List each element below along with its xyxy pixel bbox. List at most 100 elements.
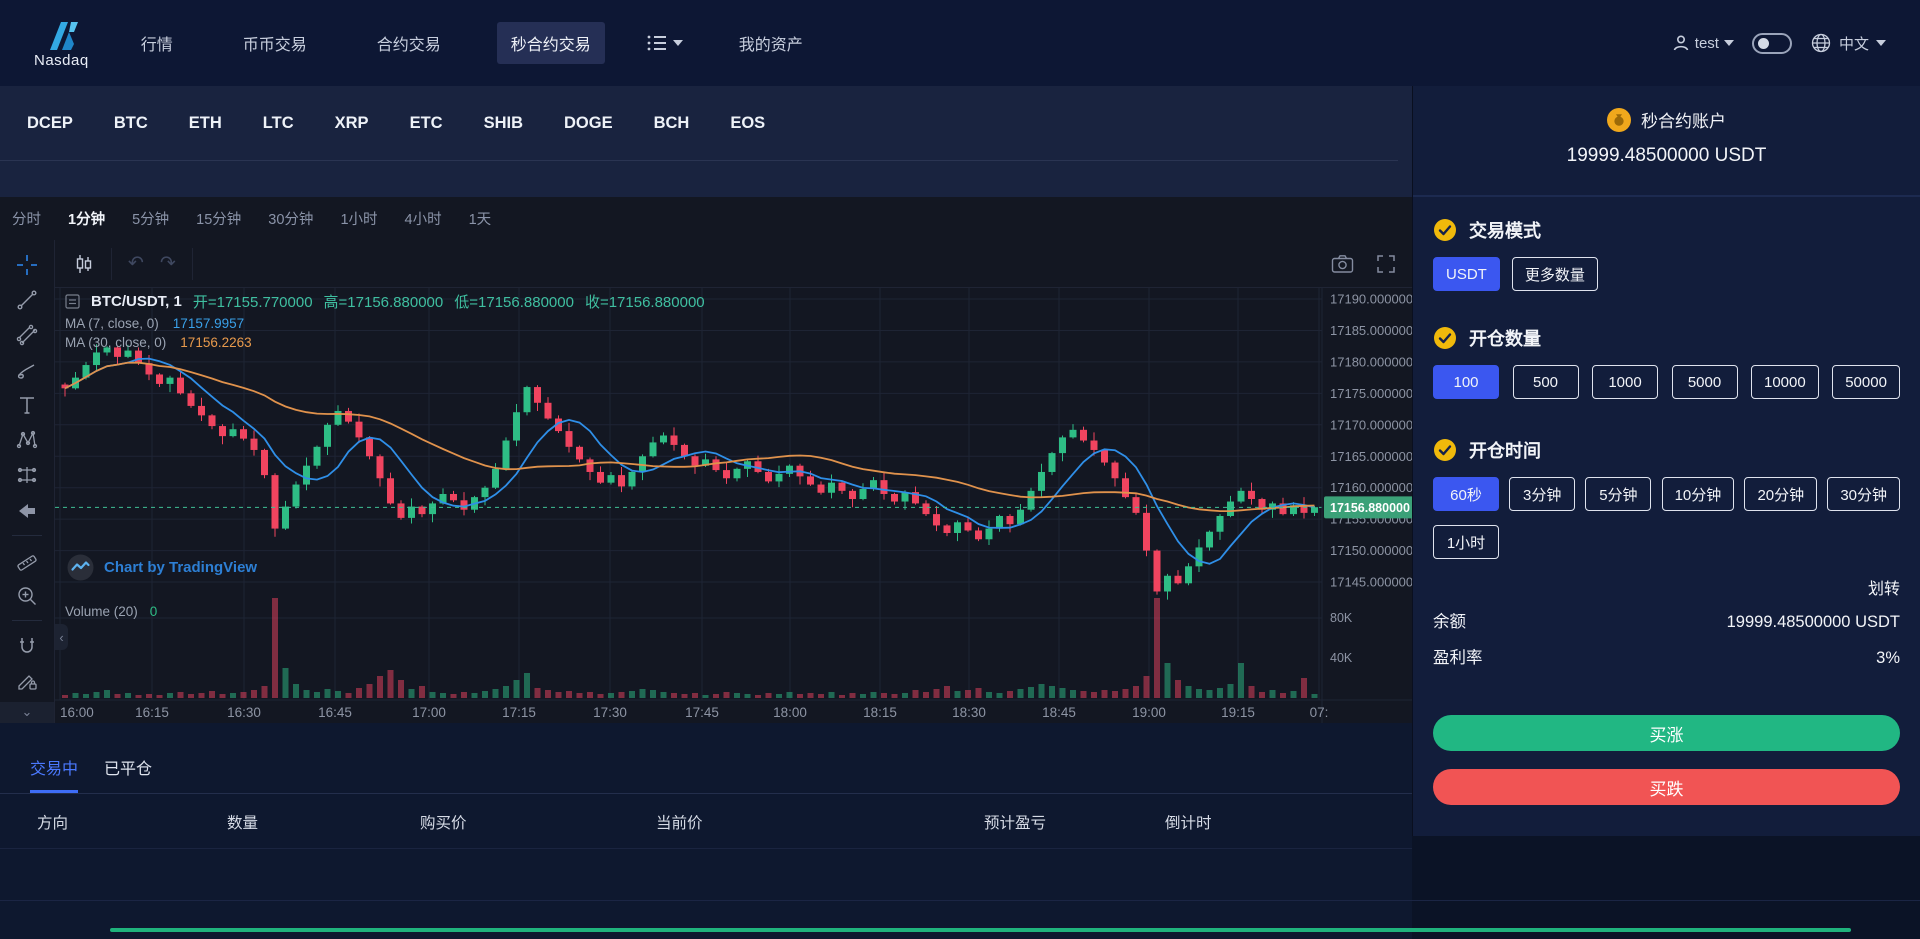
legend-open: 开=17155.770000 [192, 294, 313, 311]
chart-region: ⌄ [0, 240, 1412, 724]
mode-more-button[interactable]: 更多数量 [1511, 257, 1598, 291]
tf-4hour[interactable]: 4小时 [404, 212, 442, 228]
coin-tab-dcep[interactable]: DCEP [27, 113, 73, 132]
toolbar-collapse-handle[interactable]: ‹ [55, 624, 68, 650]
mode-options: USDT 更多数量 [1433, 257, 1900, 291]
time-20min-button[interactable]: 20分钟 [1744, 477, 1818, 511]
check-circle-icon [1433, 438, 1457, 462]
tf-1hour[interactable]: 1小时 [340, 212, 378, 228]
drawing-lock-icon[interactable] [12, 667, 42, 696]
toolbar-collapse-button[interactable]: ⌄ [0, 701, 54, 724]
chevron-down-icon: ⌄ [21, 704, 33, 720]
coin-tab-shib[interactable]: SHIB [483, 113, 523, 132]
col-buy-price: 购买价 [420, 815, 467, 832]
amount-100-button[interactable]: 100 [1433, 365, 1499, 399]
text-tool-icon[interactable] [12, 391, 42, 420]
candlestick-chart[interactable]: 17190.000000 17185.000000 17180.000000 1717… [55, 288, 1412, 723]
language-menu[interactable]: 中文 [1810, 32, 1886, 54]
profit-rate-label: 盈利率 [1433, 649, 1483, 667]
account-title: 秒合约账户 [1641, 112, 1726, 131]
svg-text:19:15: 19:15 [1221, 705, 1255, 720]
col-amount: 数量 [227, 815, 259, 832]
tab-closed[interactable]: 已平仓 [104, 761, 153, 778]
candle-style-button[interactable] [73, 253, 95, 275]
tf-5min[interactable]: 5分钟 [132, 212, 170, 228]
nav-item-markets[interactable]: 行情 [140, 37, 173, 54]
horizontal-scrollbar[interactable] [110, 928, 1851, 932]
chart-canvas[interactable]: 17190.000000 17185.000000 17180.000000 1717… [55, 288, 1412, 723]
globe-icon [1810, 32, 1832, 54]
coin-strip: DCEP BTC ETH LTC XRP ETC SHIB DOGE BCH E… [0, 86, 1412, 197]
time-30min-button[interactable]: 30分钟 [1827, 477, 1900, 511]
svg-text:18:15: 18:15 [863, 705, 897, 720]
volume-value: 0 [149, 604, 158, 619]
coin-tab-ltc[interactable]: LTC [262, 113, 294, 132]
time-60s-button[interactable]: 60秒 [1433, 477, 1499, 511]
svg-text:18:30: 18:30 [952, 705, 986, 720]
brush-tool-icon[interactable] [12, 355, 42, 384]
nav-more-menu[interactable] [647, 35, 683, 51]
theme-toggle[interactable] [1751, 32, 1792, 54]
coin-tab-eth[interactable]: ETH [188, 113, 222, 132]
amount-50000-button[interactable]: 50000 [1832, 365, 1900, 399]
ma7-value: 17157.9957 [172, 316, 245, 331]
amount-500-button[interactable]: 500 [1512, 365, 1579, 399]
pattern-tool-icon[interactable] [12, 426, 42, 455]
coin-tabs: DCEP BTC ETH LTC XRP ETC SHIB DOGE BCH E… [0, 86, 1412, 160]
coin-tab-doge[interactable]: DOGE [563, 113, 613, 132]
forecast-tool-icon[interactable] [12, 461, 42, 490]
pitchfork-tool-icon[interactable] [12, 320, 42, 349]
amount-5000-button[interactable]: 5000 [1671, 365, 1738, 399]
logo[interactable]: Nasdaq [34, 18, 89, 69]
nav-item-second-contract[interactable]: 秒合约交易 [496, 22, 605, 64]
nav-item-assets[interactable]: 我的资产 [738, 37, 803, 54]
tf-1min[interactable]: 1分钟 [68, 212, 106, 228]
crosshair-tool-icon[interactable] [12, 250, 42, 279]
ma30-value: 17156.2263 [180, 335, 252, 350]
time-options-row1: 60秒 3分钟 5分钟 10分钟 20分钟 30分钟 [1433, 477, 1900, 511]
ma7-label: MA (7, close, 0) [65, 316, 159, 331]
volume-label: Volume (20) [65, 604, 138, 619]
redo-button[interactable]: ↷ [159, 253, 176, 274]
coin-tab-xrp[interactable]: XRP [334, 113, 369, 132]
amount-1000-button[interactable]: 1000 [1592, 365, 1658, 399]
svg-text:17160.000000: 17160.000000 [1330, 480, 1412, 495]
chevron-down-icon [1876, 40, 1886, 46]
tf-15min[interactable]: 15分钟 [196, 212, 242, 228]
amount-10000-button[interactable]: 10000 [1751, 365, 1819, 399]
time-1hour-button[interactable]: 1小时 [1433, 525, 1499, 559]
fullscreen-button[interactable] [1376, 254, 1396, 274]
magnet-tool-icon[interactable] [12, 631, 42, 660]
screenshot-button[interactable] [1331, 254, 1354, 274]
coin-tab-btc[interactable]: BTC [113, 113, 148, 132]
time-5min-button[interactable]: 5分钟 [1585, 477, 1652, 511]
main-nav: 行情 币币交易 合约交易 秒合约交易 我的资产 [127, 22, 817, 64]
coin-tab-eos[interactable]: EOS [730, 113, 766, 132]
svg-text:17145.000000: 17145.000000 [1330, 575, 1412, 590]
ruler-tool-icon[interactable] [12, 546, 42, 575]
trend-line-tool-icon[interactable] [12, 285, 42, 314]
buy-up-button[interactable]: 买涨 [1433, 715, 1900, 751]
tf-time-share[interactable]: 分时 [12, 212, 41, 228]
transfer-link[interactable]: 划转 [1867, 581, 1900, 598]
time-10min-button[interactable]: 10分钟 [1661, 477, 1735, 511]
tradingview-attribution[interactable]: Chart by TradingView [67, 554, 257, 581]
coin-tab-bch[interactable]: BCH [653, 113, 690, 132]
tab-trading[interactable]: 交易中 [30, 755, 79, 793]
balance-value: 19999.48500000 USDT [1726, 613, 1900, 631]
tf-1day[interactable]: 1天 [468, 212, 492, 228]
order-panel-column: 秒合约账户 19999.48500000 USDT 交易模式 [1412, 86, 1920, 939]
zoom-in-tool-icon[interactable] [12, 581, 42, 610]
undo-button[interactable]: ↶ [128, 253, 144, 274]
mode-usdt-button[interactable]: USDT [1433, 257, 1500, 291]
time-3min-button[interactable]: 3分钟 [1509, 477, 1576, 511]
svg-text:17150.000000: 17150.000000 [1330, 543, 1412, 558]
buy-down-button[interactable]: 买跌 [1433, 769, 1900, 805]
arrow-left-icon[interactable] [12, 496, 42, 525]
nav-item-contract[interactable]: 合约交易 [376, 37, 441, 54]
check-circle-icon [1433, 326, 1457, 350]
tf-30min[interactable]: 30分钟 [268, 212, 314, 228]
user-menu[interactable]: test [1672, 34, 1734, 52]
nav-item-spot[interactable]: 币币交易 [242, 37, 307, 54]
coin-tab-etc[interactable]: ETC [409, 113, 443, 132]
